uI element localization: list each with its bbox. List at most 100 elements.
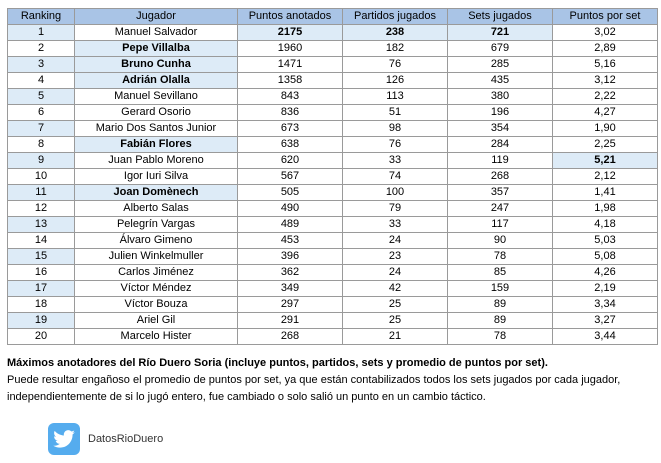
- cell-ranking: 1: [7, 24, 75, 41]
- table-row: 11 Joan Domènech 505 100 357 1,41: [7, 184, 658, 201]
- cell-ranking: 4: [7, 72, 75, 89]
- cell-points: 268: [237, 328, 343, 345]
- cell-points-per-set: 1,98: [552, 200, 658, 217]
- cell-matches: 25: [342, 312, 448, 329]
- cell-points: 453: [237, 232, 343, 249]
- cell-points: 620: [237, 152, 343, 169]
- cell-ranking: 16: [7, 264, 75, 281]
- cell-player: Ariel Gil: [74, 312, 238, 329]
- table-row: 6 Gerard Osorio 836 51 196 4,27: [7, 104, 658, 121]
- cell-ranking: 5: [7, 88, 75, 105]
- twitter-bird-icon: [48, 423, 80, 455]
- cell-points: 673: [237, 120, 343, 137]
- cell-ranking: 17: [7, 280, 75, 297]
- cell-matches: 76: [342, 136, 448, 153]
- table-row: 4 Adrián Olalla 1358 126 435 3,12: [7, 72, 658, 89]
- table-row: 16 Carlos Jiménez 362 24 85 4,26: [7, 264, 658, 281]
- cell-matches: 74: [342, 168, 448, 185]
- cell-sets: 89: [447, 296, 553, 313]
- table-row: 2 Pepe Villalba 1960 182 679 2,89: [7, 40, 658, 57]
- cell-sets: 721: [447, 24, 553, 41]
- cell-player: Gerard Osorio: [74, 104, 238, 121]
- header-points: Puntos anotados: [237, 8, 343, 25]
- cell-ranking: 7: [7, 120, 75, 137]
- twitter-handle: DatosRioDuero: [88, 433, 164, 445]
- cell-matches: 79: [342, 200, 448, 217]
- table-row: 7 Mario Dos Santos Junior 673 98 354 1,90: [7, 120, 658, 137]
- cell-matches: 113: [342, 88, 448, 105]
- cell-points-per-set: 5,03: [552, 232, 658, 249]
- cell-matches: 33: [342, 152, 448, 169]
- header-player: Jugador: [74, 8, 238, 25]
- cell-player: Marcelo Hister: [74, 328, 238, 345]
- cell-points: 567: [237, 168, 343, 185]
- cell-matches: 25: [342, 296, 448, 313]
- caption-body: Puede resultar engañoso el promedio de p…: [7, 374, 621, 403]
- cell-player: Juan Pablo Moreno: [74, 152, 238, 169]
- table-row: 20 Marcelo Hister 268 21 78 3,44: [7, 328, 658, 345]
- cell-sets: 357: [447, 184, 553, 201]
- cell-sets: 196: [447, 104, 553, 121]
- cell-player: Carlos Jiménez: [74, 264, 238, 281]
- cell-points-per-set: 1,41: [552, 184, 658, 201]
- caption-title: Máximos anotadores del Río Duero Soria (…: [7, 357, 548, 369]
- cell-points: 1960: [237, 40, 343, 57]
- cell-points-per-set: 5,21: [552, 152, 658, 169]
- cell-points: 1471: [237, 56, 343, 73]
- cell-ranking: 20: [7, 328, 75, 345]
- cell-points-per-set: 2,89: [552, 40, 658, 57]
- twitter-brand: DatosRioDuero: [48, 423, 163, 455]
- cell-player: Alberto Salas: [74, 200, 238, 217]
- cell-sets: 89: [447, 312, 553, 329]
- cell-points-per-set: 4,18: [552, 216, 658, 233]
- cell-player: Fabián Flores: [74, 136, 238, 153]
- header-ranking: Ranking: [7, 8, 75, 25]
- cell-matches: 51: [342, 104, 448, 121]
- cell-matches: 126: [342, 72, 448, 89]
- cell-ranking: 15: [7, 248, 75, 265]
- table-row: 18 Víctor Bouza 297 25 89 3,34: [7, 296, 658, 313]
- cell-points-per-set: 2,19: [552, 280, 658, 297]
- table-row: 8 Fabián Flores 638 76 284 2,25: [7, 136, 658, 153]
- cell-points-per-set: 1,90: [552, 120, 658, 137]
- table-row: 13 Pelegrín Vargas 489 33 117 4,18: [7, 216, 658, 233]
- cell-player: Joan Domènech: [74, 184, 238, 201]
- cell-sets: 435: [447, 72, 553, 89]
- cell-player: Adrián Olalla: [74, 72, 238, 89]
- cell-sets: 285: [447, 56, 553, 73]
- cell-points: 362: [237, 264, 343, 281]
- cell-points-per-set: 2,12: [552, 168, 658, 185]
- cell-ranking: 19: [7, 312, 75, 329]
- cell-player: Bruno Cunha: [74, 56, 238, 73]
- cell-points: 349: [237, 280, 343, 297]
- table-row: 9 Juan Pablo Moreno 620 33 119 5,21: [7, 152, 658, 169]
- cell-matches: 24: [342, 232, 448, 249]
- cell-points: 297: [237, 296, 343, 313]
- cell-player: Víctor Bouza: [74, 296, 238, 313]
- cell-points: 1358: [237, 72, 343, 89]
- header-matches: Partidos jugados: [342, 8, 448, 25]
- cell-matches: 238: [342, 24, 448, 41]
- cell-player: Manuel Sevillano: [74, 88, 238, 105]
- cell-sets: 354: [447, 120, 553, 137]
- cell-ranking: 14: [7, 232, 75, 249]
- cell-sets: 85: [447, 264, 553, 281]
- cell-matches: 42: [342, 280, 448, 297]
- cell-points: 836: [237, 104, 343, 121]
- table-row: 5 Manuel Sevillano 843 113 380 2,22: [7, 88, 658, 105]
- cell-sets: 679: [447, 40, 553, 57]
- cell-points-per-set: 4,27: [552, 104, 658, 121]
- table-row: 10 Igor Iuri Silva 567 74 268 2,12: [7, 168, 658, 185]
- cell-player: Álvaro Gimeno: [74, 232, 238, 249]
- cell-points: 843: [237, 88, 343, 105]
- table-row: 14 Álvaro Gimeno 453 24 90 5,03: [7, 232, 658, 249]
- cell-sets: 78: [447, 328, 553, 345]
- cell-points: 638: [237, 136, 343, 153]
- cell-points-per-set: 3,27: [552, 312, 658, 329]
- cell-sets: 247: [447, 200, 553, 217]
- cell-ranking: 13: [7, 216, 75, 233]
- cell-ranking: 11: [7, 184, 75, 201]
- table-row: 12 Alberto Salas 490 79 247 1,98: [7, 200, 658, 217]
- cell-ranking: 18: [7, 296, 75, 313]
- table-row: 17 Víctor Méndez 349 42 159 2,19: [7, 280, 658, 297]
